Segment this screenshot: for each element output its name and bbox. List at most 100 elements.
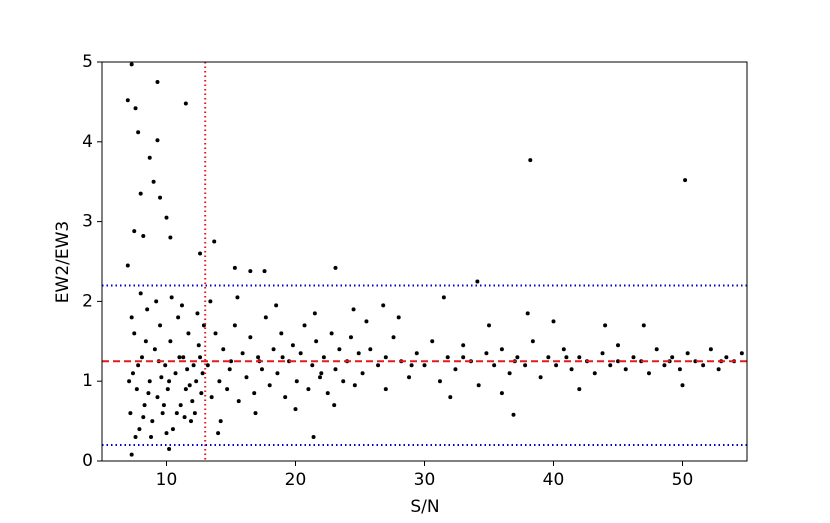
point [253,411,258,416]
point [232,265,237,270]
y-axis-label: EW2/EW3 [53,221,73,303]
point [143,339,148,344]
point [170,427,175,432]
point [225,387,230,392]
point [311,435,316,440]
point [187,383,192,388]
point [319,371,324,376]
point [525,311,530,316]
point [145,307,150,312]
point [182,415,187,420]
point [337,347,342,352]
point [325,391,330,396]
point [383,387,388,392]
point [332,403,337,408]
point [283,395,288,400]
point [137,427,142,432]
point [232,323,237,328]
point [577,387,582,392]
point [154,299,159,304]
point [716,367,721,372]
point [127,379,132,384]
point [244,375,249,380]
point [551,319,556,324]
point [199,391,204,396]
x-axis-label: S/N [410,497,439,517]
point [445,355,450,360]
point [125,263,130,268]
point [194,379,199,384]
point [168,339,173,344]
point [209,395,214,400]
point [155,138,160,143]
point [600,351,605,356]
y-tick-label: 0 [82,451,93,471]
point [169,295,174,300]
point [164,431,169,436]
point [152,347,157,352]
point [128,411,133,416]
point [168,235,173,240]
point [461,343,466,348]
point [163,363,168,368]
point [151,179,156,184]
y-tick-label: 4 [82,132,93,152]
point [352,383,357,388]
point [448,395,453,400]
point [314,339,319,344]
point [677,367,682,372]
point [381,303,386,308]
point [132,229,137,234]
point [329,331,334,336]
point [654,347,659,352]
point [130,371,135,376]
point [256,355,261,360]
point [136,363,141,368]
point [511,412,516,417]
point [646,371,651,376]
plot-frame [101,61,748,462]
point [333,265,338,270]
point [641,323,646,328]
point [181,355,186,360]
point [240,351,245,356]
point [132,331,137,336]
point [396,315,401,320]
point [670,355,675,360]
x-tick-label: 30 [414,470,436,490]
point [227,367,232,372]
point [546,355,551,360]
point [167,447,172,452]
point [515,355,520,360]
point [592,371,597,376]
point [262,269,267,274]
point [267,383,272,388]
point [133,435,138,440]
point [149,435,154,440]
point [683,178,688,183]
point [461,355,466,360]
point [341,379,346,384]
point [631,355,636,360]
point [577,355,582,360]
point [129,452,134,457]
point [189,419,194,424]
point [530,339,535,344]
point [569,367,574,372]
point [724,355,729,360]
point [178,403,183,408]
point [208,299,213,304]
point [608,363,613,368]
point [263,315,268,320]
point [252,391,257,396]
point [133,106,138,111]
point [129,62,134,67]
x-tick-label: 40 [543,470,565,490]
point [616,343,620,348]
x-tick-label: 50 [672,470,694,490]
point [183,387,188,392]
point [383,355,388,360]
point [290,343,295,348]
point [351,307,356,312]
